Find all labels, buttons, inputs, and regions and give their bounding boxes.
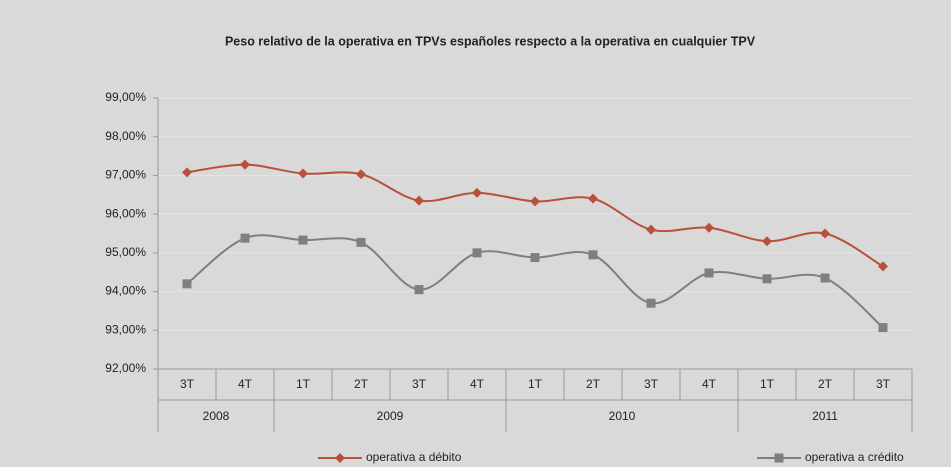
marker bbox=[182, 279, 192, 289]
marker bbox=[704, 268, 714, 278]
y-tick-label: 94,00% bbox=[105, 284, 146, 298]
marker bbox=[414, 285, 424, 295]
x-tick-label: 1T bbox=[760, 377, 775, 391]
marker bbox=[240, 159, 250, 170]
marker bbox=[820, 228, 830, 239]
year-label: 2011 bbox=[812, 409, 838, 423]
x-tick-label: 1T bbox=[296, 377, 311, 391]
marker bbox=[588, 193, 598, 204]
marker bbox=[762, 274, 772, 284]
y-tick-label: 93,00% bbox=[105, 322, 146, 336]
x-tick-label: 4T bbox=[702, 377, 717, 391]
marker bbox=[762, 236, 772, 247]
x-tick-label: 3T bbox=[412, 377, 427, 391]
chart-title: Peso relativo de la operativa en TPVs es… bbox=[225, 34, 756, 48]
marker bbox=[298, 235, 308, 245]
legend-label: operativa a crédito bbox=[805, 450, 904, 464]
marker bbox=[704, 222, 714, 233]
marker bbox=[298, 168, 308, 179]
y-tick-label: 92,00% bbox=[105, 361, 146, 375]
marker bbox=[472, 248, 482, 258]
marker bbox=[646, 224, 656, 235]
marker bbox=[472, 187, 482, 198]
y-tick-label: 95,00% bbox=[105, 245, 146, 259]
legend-label: operativa a débito bbox=[366, 450, 462, 464]
x-tick-label: 2T bbox=[586, 377, 601, 391]
y-tick-label: 99,00% bbox=[105, 90, 146, 104]
marker bbox=[530, 253, 540, 263]
marker bbox=[335, 453, 345, 463]
marker bbox=[356, 169, 366, 180]
marker bbox=[414, 195, 424, 206]
marker bbox=[588, 250, 598, 260]
x-tick-label: 3T bbox=[644, 377, 659, 391]
y-tick-label: 96,00% bbox=[105, 206, 146, 220]
x-tick-label: 1T bbox=[528, 377, 543, 391]
year-label: 2009 bbox=[377, 409, 404, 423]
x-tick-label: 3T bbox=[180, 377, 195, 391]
marker bbox=[820, 273, 830, 283]
marker bbox=[646, 298, 656, 308]
marker bbox=[182, 167, 192, 178]
y-tick-label: 98,00% bbox=[105, 129, 146, 143]
year-label: 2008 bbox=[203, 409, 230, 423]
marker bbox=[530, 196, 540, 207]
marker bbox=[878, 323, 888, 333]
marker bbox=[774, 453, 784, 463]
marker bbox=[356, 237, 366, 247]
x-tick-label: 4T bbox=[238, 377, 253, 391]
marker bbox=[878, 261, 888, 272]
year-label: 2010 bbox=[609, 409, 636, 423]
y-tick-label: 97,00% bbox=[105, 168, 146, 182]
x-tick-label: 3T bbox=[876, 377, 891, 391]
marker bbox=[240, 233, 250, 243]
x-tick-label: 2T bbox=[354, 377, 369, 391]
x-tick-label: 2T bbox=[818, 377, 833, 391]
series-line bbox=[186, 163, 884, 268]
series-line bbox=[186, 234, 884, 329]
x-tick-label: 4T bbox=[470, 377, 485, 391]
